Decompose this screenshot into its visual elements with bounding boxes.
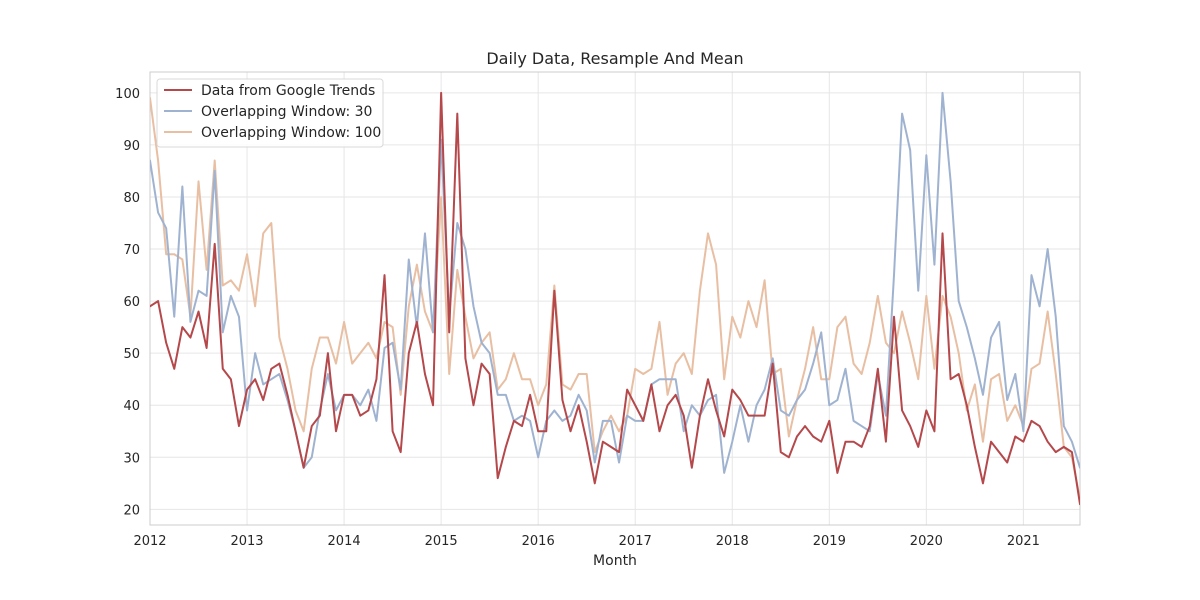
y-tick-label: 90 — [123, 139, 140, 154]
series-line-2 — [150, 97, 1080, 500]
y-tick-label: 80 — [123, 191, 140, 206]
grid — [149, 72, 1080, 525]
x-tick-label: 2012 — [133, 534, 166, 549]
series-group — [150, 91, 1080, 506]
chart-title: Daily Data, Resample And Mean — [486, 49, 743, 68]
x-tick-label: 2020 — [910, 534, 943, 549]
y-tick-label: 60 — [123, 295, 140, 310]
x-tick-label: 2021 — [1007, 534, 1040, 549]
series-line-0 — [150, 91, 1080, 506]
x-tick-label: 2016 — [522, 534, 555, 549]
legend-label-2: Overlapping Window: 100 — [201, 125, 381, 141]
legend: Data from Google Trends Overlapping Windo… — [156, 78, 384, 148]
y-tick-label: 20 — [123, 503, 140, 518]
y-tick-label: 30 — [123, 451, 140, 466]
y-tick-labels: 20 30 40 50 60 70 80 90 100 — [115, 87, 140, 519]
x-tick-label: 2018 — [716, 534, 749, 549]
plot-frame — [149, 71, 1081, 526]
x-tick-label: 2013 — [230, 534, 263, 549]
y-tick-label: 50 — [123, 347, 140, 362]
y-tick-label: 70 — [123, 243, 140, 258]
x-tick-label: 2017 — [619, 534, 652, 549]
x-axis-label: Month — [593, 553, 637, 569]
x-tick-label: 2014 — [328, 534, 361, 549]
y-tick-label: 100 — [115, 87, 140, 102]
legend-label-0: Data from Google Trends — [201, 83, 375, 99]
x-tick-label: 2019 — [813, 534, 846, 549]
y-tick-label: 40 — [123, 399, 140, 414]
legend-box — [156, 78, 384, 148]
legend-label-1: Overlapping Window: 30 — [201, 104, 372, 120]
x-tick-labels: 2012 2013 2014 2015 2016 2017 2018 2019 2020 2021 — [133, 534, 1039, 549]
x-tick-label: 2015 — [425, 534, 458, 549]
